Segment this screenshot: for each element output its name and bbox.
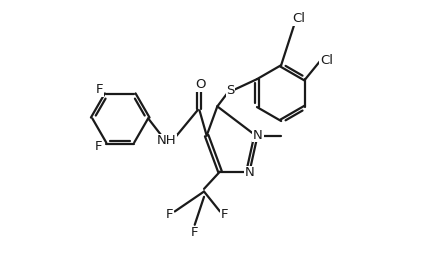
Text: F: F <box>166 208 174 221</box>
Text: Cl: Cl <box>292 12 305 25</box>
Text: F: F <box>191 226 198 239</box>
Text: O: O <box>195 78 205 91</box>
Text: N: N <box>253 129 263 142</box>
Text: F: F <box>95 140 103 153</box>
Text: Cl: Cl <box>320 54 333 67</box>
Text: F: F <box>96 83 103 96</box>
Text: F: F <box>221 208 229 221</box>
Text: N: N <box>244 167 254 179</box>
Text: NH: NH <box>157 135 176 147</box>
Text: S: S <box>226 84 235 97</box>
